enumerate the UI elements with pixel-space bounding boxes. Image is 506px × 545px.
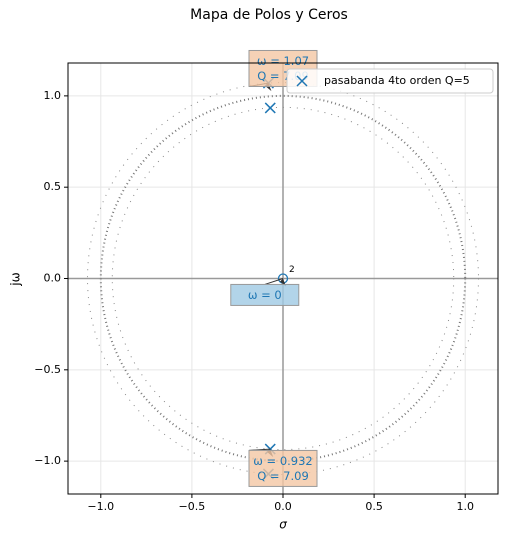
legend: pasabanda 4to orden Q=5 [286, 68, 494, 94]
plot-frame [67, 62, 499, 495]
x-tick-label: 0.0 [274, 500, 292, 513]
y-tick-label: 1.0 [44, 89, 62, 102]
annotation-text: Q = 7.09 [257, 469, 309, 483]
omega-circle [86, 82, 480, 475]
annotation-box [230, 283, 300, 306]
y-axis-label: jω [9, 272, 23, 286]
annotation-text: ω = 0.932 [253, 454, 313, 468]
pole [264, 102, 276, 114]
x-tick-label: 1.0 [456, 500, 474, 513]
x-tick-label: −0.5 [179, 500, 206, 513]
multiplicity: 2 [289, 265, 295, 275]
x-tick-label: 0.5 [365, 500, 383, 513]
x-axis-label: σ [279, 518, 287, 532]
annotation-text: ω = 0 [248, 288, 282, 302]
arrow [264, 278, 284, 285]
x-tick-label: −1.0 [87, 500, 114, 513]
omega-circle [111, 106, 455, 451]
y-tick-label: −1.0 [34, 454, 61, 467]
annotation-box [248, 449, 318, 487]
unit-circle [99, 94, 467, 463]
annotation-text: ω = 1.07 [257, 54, 309, 68]
legend-marker [296, 75, 308, 87]
y-tick-label: −0.5 [34, 363, 61, 376]
legend-box [286, 68, 494, 94]
legend-label: pasabanda 4to orden Q=5 [324, 74, 470, 87]
y-tick-label: 0.0 [44, 272, 62, 285]
y-tick-label: 0.5 [44, 180, 62, 193]
chart-title: Mapa de Polos y Ceros [190, 7, 348, 23]
